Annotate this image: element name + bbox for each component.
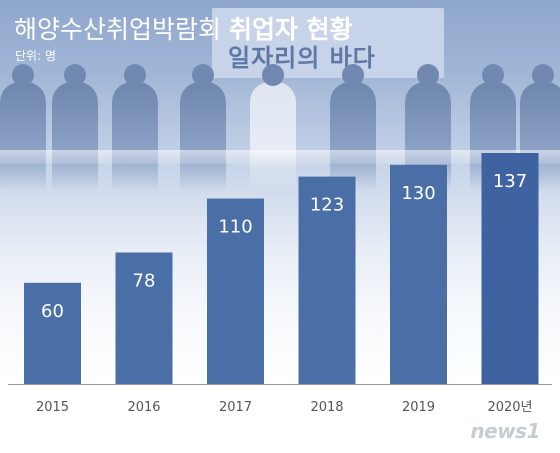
ceremony-ribbon	[0, 150, 560, 164]
title-main: 해양수산취업박람회	[14, 15, 222, 44]
x-tick-label: 2020년	[487, 400, 532, 415]
person-figure	[250, 64, 296, 192]
person-figure	[180, 64, 226, 192]
person-figure	[0, 64, 46, 192]
person-figure	[330, 64, 376, 192]
news1-logo: news1	[470, 419, 540, 443]
person-figure	[52, 64, 98, 192]
bar-2015	[24, 282, 81, 384]
x-tick-label: 2016	[127, 400, 160, 415]
bar-value-label: 137	[493, 171, 527, 192]
bar-value-label: 60	[41, 301, 64, 322]
bar-2020년	[481, 153, 539, 384]
x-tick-label: 2019	[402, 400, 435, 415]
x-tick-label: 2018	[310, 400, 343, 415]
bar-2017	[207, 198, 264, 384]
bar-value-label: 123	[310, 195, 344, 216]
logo-text: news1	[470, 419, 540, 443]
page-title: 해양수산취업박람회 취업자 현황	[14, 10, 353, 46]
bar-value-label: 78	[133, 270, 156, 291]
event-banner	[212, 8, 444, 78]
person-figure	[112, 64, 158, 192]
x-tick-label: 2015	[36, 400, 69, 415]
x-tick-label: 2017	[219, 400, 252, 415]
bar-2019	[390, 164, 447, 384]
bar-2016	[115, 252, 173, 384]
unit-label: 단위: 명	[15, 49, 56, 63]
bar-value-label: 130	[401, 183, 435, 204]
bar-value-label: 110	[218, 217, 252, 238]
title-bold: 취업자 현황	[228, 15, 353, 44]
bar-2018	[298, 176, 356, 384]
